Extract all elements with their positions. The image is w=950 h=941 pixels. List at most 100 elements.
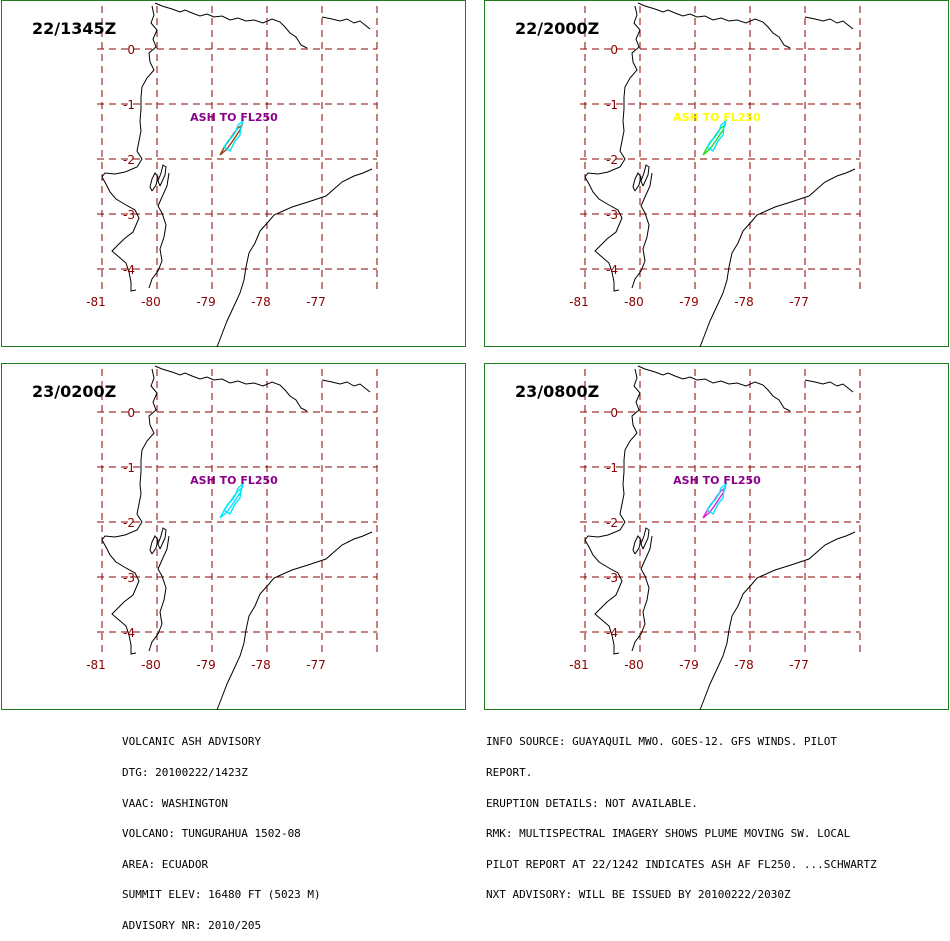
advisory-line: ADVISORY NR: 2010/205 — [122, 919, 262, 933]
map-panel-1: 0 -1 -2 -3 -4 -81 -80 -79 -78 -77 ASH TO FL250 22/… — [1, 0, 466, 348]
advisory-line: VOLCANO: TUNGURAHUA 1502-08 — [122, 827, 301, 841]
island-outline — [149, 172, 159, 192]
latitude-label: -3 — [606, 571, 618, 585]
latitude-label: -2 — [606, 153, 618, 167]
ash-cloud-outline — [706, 481, 728, 516]
island-outline — [149, 535, 159, 555]
advisory-line: NXT ADVISORY: WILL BE ISSUED BY 20100222… — [486, 888, 791, 902]
island-outline — [632, 535, 642, 555]
advisory-line: AREA: ECUADOR — [122, 857, 209, 871]
latitude-label: -1 — [123, 98, 135, 112]
ash-level-label: ASH TO FL250 — [673, 474, 761, 487]
coastline — [631, 172, 653, 289]
latitude-label: -4 — [606, 263, 618, 277]
coastline — [699, 168, 856, 348]
map-canvas: 0 -1 -2 -3 -4 -81 -80 -79 -78 -77 ASH TO FL250 — [569, 365, 861, 711]
panel-time-label: 23/0200Z — [32, 382, 117, 401]
coastline — [584, 368, 641, 655]
coastline — [216, 168, 373, 348]
coastline — [154, 2, 308, 49]
longitude-label: -81 — [569, 295, 589, 309]
longitude-label: -77 — [789, 658, 809, 672]
latitude-label: -2 — [123, 516, 135, 530]
longitude-label: -79 — [196, 295, 216, 309]
latitude-label: -1 — [123, 461, 135, 475]
latitude-label: 0 — [127, 406, 135, 420]
longitude-label: -79 — [679, 295, 699, 309]
ash-level-label: ASH TO FL250 — [190, 474, 278, 487]
longitude-label: -78 — [251, 295, 271, 309]
latitude-label: -1 — [606, 461, 618, 475]
latitude-label: -3 — [606, 208, 618, 222]
map-canvas: 0 -1 -2 -3 -4 -81 -80 -79 -78 -77 ASH TO FL250 — [569, 2, 861, 348]
longitude-label: -81 — [86, 295, 106, 309]
coastline — [631, 535, 653, 652]
latitude-label: -3 — [123, 208, 135, 222]
advisory-line: INFO SOURCE: GUAYAQUIL MWO. GOES-12. GFS… — [486, 735, 837, 749]
panel-time-label: 23/0800Z — [515, 382, 600, 401]
island-outline — [640, 164, 650, 187]
latitude-label: -4 — [123, 626, 135, 640]
coastline — [101, 5, 158, 292]
longitude-label: -79 — [196, 658, 216, 672]
advisory-line: REPORT. — [486, 766, 533, 780]
coastline — [148, 172, 170, 289]
advisory-line: DTG: 20100222/1423Z — [122, 766, 248, 780]
advisory-right: INFO SOURCE: GUAYAQUIL MWO. GOES-12. GFS… — [486, 717, 877, 911]
longitude-label: -79 — [679, 658, 699, 672]
ash-level-label: ASH TO FL250 — [190, 111, 278, 124]
map-canvas: 0 -1 -2 -3 -4 -81 -80 -79 -78 -77 ASH TO FL250 — [86, 2, 378, 348]
ash-cloud-outline — [706, 118, 728, 153]
panel-time-label: 22/2000Z — [515, 19, 600, 38]
coastline — [101, 368, 158, 655]
latitude-label: 0 — [127, 43, 135, 57]
coastline — [148, 535, 170, 652]
coastline — [637, 2, 791, 49]
longitude-label: -77 — [306, 295, 326, 309]
coastline — [154, 365, 308, 412]
latitude-label: -1 — [606, 98, 618, 112]
latitude-label: 0 — [610, 406, 618, 420]
longitude-label: -80 — [624, 295, 644, 309]
longitude-label: -81 — [569, 658, 589, 672]
map-panel-4: 0 -1 -2 -3 -4 -81 -80 -79 -78 -77 ASH TO FL250 23/… — [484, 363, 949, 711]
ash-cloud-outline — [223, 118, 245, 153]
latitude-label: -2 — [123, 153, 135, 167]
longitude-label: -77 — [789, 295, 809, 309]
advisory-line: ERUPTION DETAILS: NOT AVAILABLE. — [486, 796, 698, 810]
advisory-line: SUMMIT ELEV: 16480 FT (5023 M) — [122, 888, 321, 902]
advisory-line: VOLCANIC ASH ADVISORY — [122, 735, 262, 749]
advisory-line: PILOT REPORT AT 22/1242 INDICATES ASH AF… — [486, 857, 877, 871]
ash-cloud-outline — [223, 481, 245, 516]
latitude-label: -4 — [606, 626, 618, 640]
latitude-label: 0 — [610, 43, 618, 57]
map-panel-3: 0 -1 -2 -3 -4 -81 -80 -79 -78 -77 ASH TO FL250 23/… — [1, 363, 466, 711]
advisory-line: VAAC: WASHINGTON — [122, 796, 228, 810]
coastline — [699, 531, 856, 711]
coastline — [804, 379, 854, 393]
latitude-label: -3 — [123, 571, 135, 585]
island-outline — [632, 172, 642, 192]
map-canvas: 0 -1 -2 -3 -4 -81 -80 -79 -78 -77 ASH TO FL250 — [86, 365, 378, 711]
longitude-label: -78 — [251, 658, 271, 672]
island-outline — [640, 527, 650, 550]
ash-level-label: ASH TO FL250 — [673, 111, 761, 124]
map-panel-2: 0 -1 -2 -3 -4 -81 -80 -79 -78 -77 ASH TO FL250 22/… — [484, 0, 949, 348]
advisory-left: VOLCANIC ASH ADVISORY DTG: 20100222/1423… — [122, 717, 321, 941]
longitude-label: -78 — [734, 295, 754, 309]
coastline — [321, 16, 371, 30]
coastline — [804, 16, 854, 30]
latitude-label: -4 — [123, 263, 135, 277]
coastline — [321, 379, 371, 393]
panel-time-label: 22/1345Z — [32, 19, 117, 38]
advisory-line: RMK: MULTISPECTRAL IMAGERY SHOWS PLUME M… — [486, 827, 851, 841]
longitude-label: -81 — [86, 658, 106, 672]
longitude-label: -80 — [624, 658, 644, 672]
longitude-label: -78 — [734, 658, 754, 672]
island-outline — [157, 527, 167, 550]
longitude-label: -77 — [306, 658, 326, 672]
coastline — [216, 531, 373, 711]
island-outline — [157, 164, 167, 187]
coastline — [584, 5, 641, 292]
coastline — [637, 365, 791, 412]
